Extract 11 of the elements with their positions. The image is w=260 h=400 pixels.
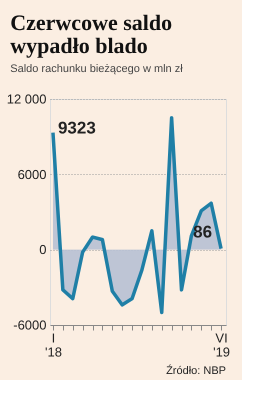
x-tick-label: I '18 [44, 330, 62, 360]
text: 9323 [58, 118, 96, 138]
y-tick-label: 0 [39, 242, 46, 258]
y-tick-label: -6000 [13, 318, 46, 332]
x-tick-label: VI '19 [213, 330, 230, 360]
text: Źródło: NBP [166, 364, 226, 377]
text: 86 [193, 222, 212, 242]
chart-title: Czerwcowe saldo wypadło blado [10, 10, 172, 58]
y-tick-label: 12 000 [6, 92, 46, 106]
chart-subtitle: Saldo rachunku bieżącego w mln zł [10, 63, 184, 75]
y-tick-label: 6000 [18, 166, 46, 182]
